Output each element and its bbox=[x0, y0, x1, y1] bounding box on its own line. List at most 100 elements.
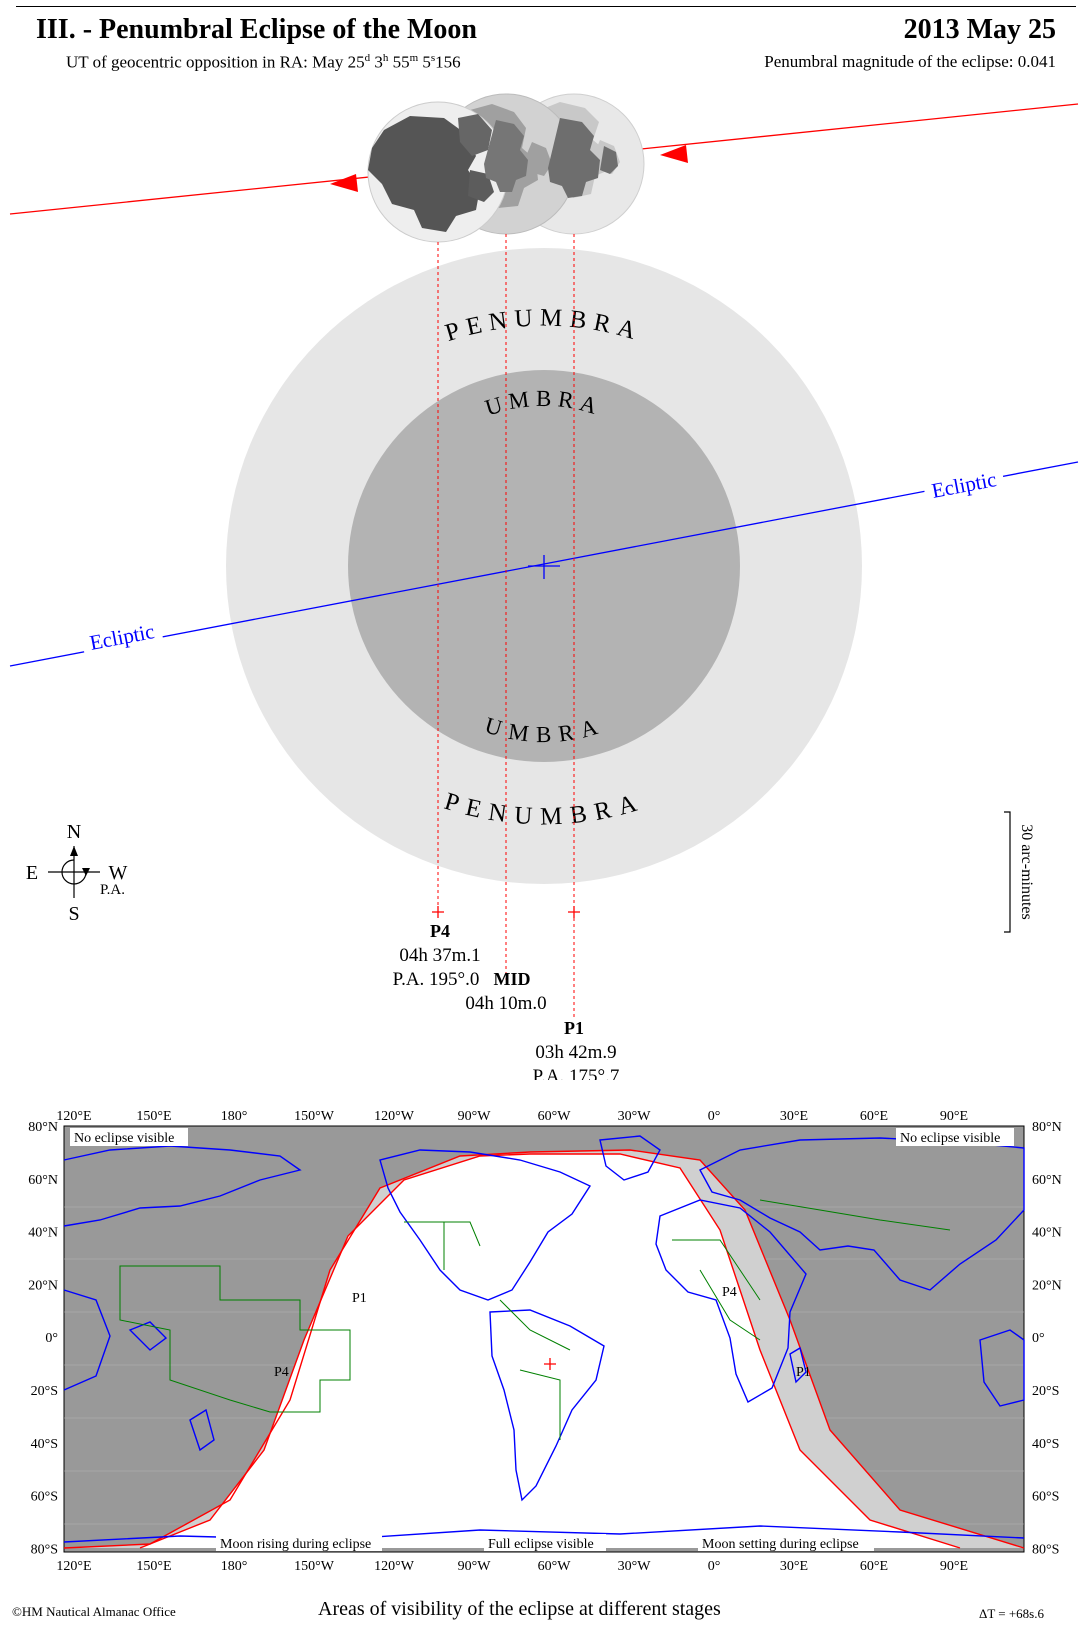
longitude-label-top: 150°E bbox=[136, 1109, 171, 1124]
latitude-label-left: 80°S bbox=[31, 1542, 58, 1557]
full-eclipse-bg bbox=[484, 1534, 606, 1551]
latitude-label-left: 20°N bbox=[28, 1278, 58, 1293]
moon-setting-label: Moon setting during eclipse bbox=[702, 1537, 859, 1552]
longitude-label-bottom: 180° bbox=[221, 1559, 248, 1574]
credit: ©HM Nautical Almanac Office bbox=[12, 1604, 176, 1619]
longitude-label-top: 90°W bbox=[458, 1109, 492, 1124]
map-caption: Areas of visibility of the eclipse at di… bbox=[318, 1598, 721, 1620]
p4-name: P4 bbox=[430, 921, 450, 941]
longitude-labels-top: 120°E 150°E 180° 150°W 120°W 90°W 60°W 30°W 0° 30… bbox=[56, 1109, 968, 1124]
longitude-label-bottom: 120°E bbox=[56, 1559, 91, 1574]
compass-east: E bbox=[26, 862, 38, 884]
moon-mid-features bbox=[484, 120, 528, 192]
latitude-label-left: 60°S bbox=[31, 1490, 58, 1505]
coastlines bbox=[63, 1135, 1025, 1543]
p4-time: 04h 37m.1 bbox=[399, 945, 480, 966]
ecliptic-label-bg-left bbox=[80, 618, 164, 656]
latitude-label-left: 80°N bbox=[28, 1120, 58, 1135]
moon-setting-bg bbox=[698, 1534, 874, 1551]
eclipse-date: 2013 May 25 bbox=[903, 14, 1056, 45]
map-opposition-mark bbox=[544, 1358, 556, 1370]
latitude-label-right: 0° bbox=[1032, 1331, 1045, 1346]
latitude-label-left: 20°S bbox=[31, 1384, 58, 1399]
p1-cross bbox=[568, 906, 580, 918]
compass-south: S bbox=[68, 903, 79, 925]
visibility-map: No eclipse visible No eclipse visible P1… bbox=[28, 1109, 1062, 1574]
ecliptic-label-bg-right bbox=[922, 466, 1006, 504]
ecliptic-label-right: Ecliptic bbox=[930, 467, 999, 503]
longitude-label-bottom: 60°W bbox=[538, 1559, 572, 1574]
p1-label-east: P1 bbox=[796, 1365, 811, 1380]
longitude-label-bottom: 90°W bbox=[458, 1559, 492, 1574]
no-eclipse-left: No eclipse visible bbox=[74, 1131, 174, 1146]
latitude-label-right: 20°N bbox=[1032, 1278, 1062, 1293]
moon-path-arrow-left bbox=[330, 174, 358, 192]
longitude-label-top: 150°W bbox=[294, 1109, 335, 1124]
eclipse-diagram: PENUMBRA PENUMBRA UMBRA UMBRA Ecliptic E… bbox=[9, 93, 1079, 1080]
longitude-label-bottom: 120°W bbox=[374, 1559, 415, 1574]
longitude-label-bottom: 150°E bbox=[136, 1559, 171, 1574]
longitude-label-top: 30°E bbox=[780, 1109, 808, 1124]
compass-north: N bbox=[67, 821, 81, 843]
mid-name: MID bbox=[494, 969, 531, 989]
longitude-label-bottom: 30°E bbox=[780, 1559, 808, 1574]
longitude-label-top: 60°E bbox=[860, 1109, 888, 1124]
latitude-label-right: 80°N bbox=[1032, 1120, 1062, 1135]
borders bbox=[119, 1199, 951, 1440]
p1-name: P1 bbox=[564, 1018, 584, 1038]
top-rule bbox=[16, 6, 1076, 7]
no-eclipse-left-bg bbox=[70, 1128, 188, 1146]
full-eclipse-label: Full eclipse visible bbox=[488, 1537, 594, 1552]
latitude-label-right: 20°S bbox=[1032, 1384, 1059, 1399]
p4-label-west: P4 bbox=[274, 1365, 289, 1380]
compass: N E W S P.A. bbox=[26, 821, 128, 925]
latitude-label-left: 60°N bbox=[28, 1173, 58, 1188]
scale-bar: 30 arc-minutes bbox=[1004, 811, 1035, 933]
latitude-label-right: 40°S bbox=[1032, 1437, 1059, 1452]
moon-path-arrow-right bbox=[660, 145, 688, 163]
moon-rising-label: Moon rising during eclipse bbox=[220, 1537, 371, 1552]
latitude-label-right: 80°S bbox=[1032, 1542, 1059, 1557]
longitude-label-top: 120°W bbox=[374, 1109, 415, 1124]
longitude-label-top: 180° bbox=[221, 1109, 248, 1124]
latitude-label-right: 60°S bbox=[1032, 1490, 1059, 1505]
p1-pa: P.A. 175°.7 bbox=[533, 1066, 620, 1080]
ecliptic-label-left: Ecliptic bbox=[88, 619, 157, 655]
latitude-label-left: 40°S bbox=[31, 1437, 58, 1452]
longitude-label-top: 0° bbox=[708, 1109, 721, 1124]
latitude-label-right: 60°N bbox=[1032, 1173, 1062, 1188]
no-eclipse-right-bg bbox=[896, 1128, 1014, 1146]
longitude-label-bottom: 90°E bbox=[940, 1559, 968, 1574]
latitude-labels-left: 80°N 60°N 40°N 20°N 0° 20°S 40°S 60°S 80°S bbox=[28, 1120, 58, 1557]
compass-pa: P.A. bbox=[100, 882, 125, 898]
latitude-label-left: 0° bbox=[45, 1331, 58, 1346]
latitude-label-right: 40°N bbox=[1032, 1226, 1062, 1241]
penumbral-magnitude: Penumbral magnitude of the eclipse: 0.04… bbox=[764, 52, 1056, 71]
longitude-labels-bottom: 120°E 150°E 180° 150°W 120°W 90°W 60°W 30°W 0° 30… bbox=[56, 1559, 968, 1574]
p1-curve bbox=[63, 1149, 1025, 1549]
no-eclipse-right: No eclipse visible bbox=[900, 1131, 1000, 1146]
opposition-time: UT of geocentric opposition in RA: May 2… bbox=[66, 52, 461, 72]
latitude-labels-right: 80°N 60°N 40°N 20°N 0° 20°S 40°S 60°S 80°S bbox=[1032, 1120, 1062, 1557]
p4-cross bbox=[432, 906, 444, 918]
p4-label-east: P4 bbox=[722, 1285, 737, 1300]
latitude-label-left: 40°N bbox=[28, 1226, 58, 1241]
longitude-label-bottom: 150°W bbox=[294, 1559, 335, 1574]
full-visibility-region bbox=[140, 1154, 960, 1548]
compass-west: W bbox=[109, 862, 128, 884]
longitude-label-top: 60°W bbox=[538, 1109, 572, 1124]
moon-rising-bg bbox=[216, 1534, 382, 1551]
longitude-label-bottom: 60°E bbox=[860, 1559, 888, 1574]
page-title: III. - Penumbral Eclipse of the Moon bbox=[36, 14, 477, 45]
longitude-label-top: 90°E bbox=[940, 1109, 968, 1124]
delta-t: ΔT = +68s.6 bbox=[978, 1606, 1044, 1621]
p1-label-west: P1 bbox=[352, 1291, 367, 1306]
scale-label: 30 arc-minutes bbox=[1018, 824, 1035, 920]
moon-p4 bbox=[367, 101, 509, 243]
longitude-label-bottom: 0° bbox=[708, 1559, 721, 1574]
mid-time: 04h 10m.0 bbox=[465, 993, 546, 1014]
longitude-label-top: 120°E bbox=[56, 1109, 91, 1124]
p1-time: 03h 42m.9 bbox=[535, 1042, 616, 1063]
longitude-label-bottom: 30°W bbox=[618, 1559, 652, 1574]
longitude-label-top: 30°W bbox=[618, 1109, 652, 1124]
